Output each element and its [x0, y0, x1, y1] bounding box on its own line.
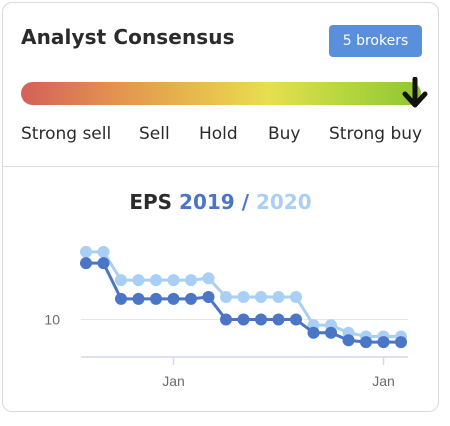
data-point-2019: [360, 336, 372, 349]
brokers-badge-button[interactable]: 5 brokers: [329, 25, 422, 57]
eps-chart-title: EPS 2019 / 2020: [3, 190, 438, 214]
rating-label-buy: Buy: [268, 124, 301, 144]
eps-year-2020[interactable]: 2020: [255, 190, 312, 214]
eps-line-chart: 10 Jan Jan: [44, 245, 408, 389]
data-point-2020: [255, 291, 267, 303]
data-point-2020: [80, 245, 92, 258]
data-point-2019: [150, 292, 162, 305]
data-point-2020: [132, 274, 145, 287]
data-point-2019: [202, 291, 215, 303]
consensus-gradient-bar: [21, 82, 421, 105]
data-point-2019: [395, 336, 407, 349]
section-divider: [3, 166, 438, 167]
data-point-2019: [325, 326, 337, 339]
x-tick-label: Jan: [162, 373, 185, 389]
eps-label: EPS: [129, 190, 173, 214]
rating-label-strong-sell: Strong sell: [21, 124, 112, 144]
data-point-2019: [307, 326, 320, 339]
y-tick-label: 10: [44, 312, 60, 328]
eps-year-separator: /: [241, 190, 249, 214]
rating-label-sell: Sell: [139, 124, 170, 144]
data-point-2020: [220, 291, 232, 303]
data-point-2019: [167, 292, 180, 305]
data-point-2020: [290, 291, 302, 303]
analyst-consensus-card: Analyst Consensus 5 brokers Strong sell …: [2, 2, 439, 412]
rating-label-strong-buy: Strong buy: [329, 124, 423, 144]
data-point-2019: [272, 313, 285, 326]
data-point-2019: [185, 292, 197, 305]
consensus-title: Analyst Consensus: [21, 25, 235, 49]
data-point-2020: [167, 274, 180, 287]
data-point-2020: [150, 274, 162, 287]
data-point-2020: [237, 291, 250, 303]
data-point-2019: [80, 257, 92, 270]
rating-label-hold: Hold: [199, 124, 238, 144]
data-point-2020: [115, 274, 127, 287]
data-point-2020: [272, 291, 285, 303]
data-point-2019: [290, 313, 302, 326]
data-point-2019: [255, 313, 267, 326]
data-point-2020: [185, 274, 197, 287]
data-point-2019: [377, 336, 390, 349]
x-tick-label: Jan: [372, 373, 395, 389]
data-point-2020: [202, 272, 215, 285]
data-point-2020: [97, 245, 110, 258]
data-point-2019: [115, 292, 127, 305]
data-point-2019: [97, 257, 110, 270]
data-point-2019: [220, 313, 232, 326]
eps-year-2019[interactable]: 2019: [179, 190, 235, 214]
data-point-2019: [342, 334, 355, 347]
data-point-2019: [237, 313, 250, 326]
arrow-down-icon: [402, 77, 428, 108]
rating-scale-labels: Strong sell Sell Hold Buy Strong buy: [21, 124, 426, 146]
data-point-2019: [132, 292, 145, 305]
